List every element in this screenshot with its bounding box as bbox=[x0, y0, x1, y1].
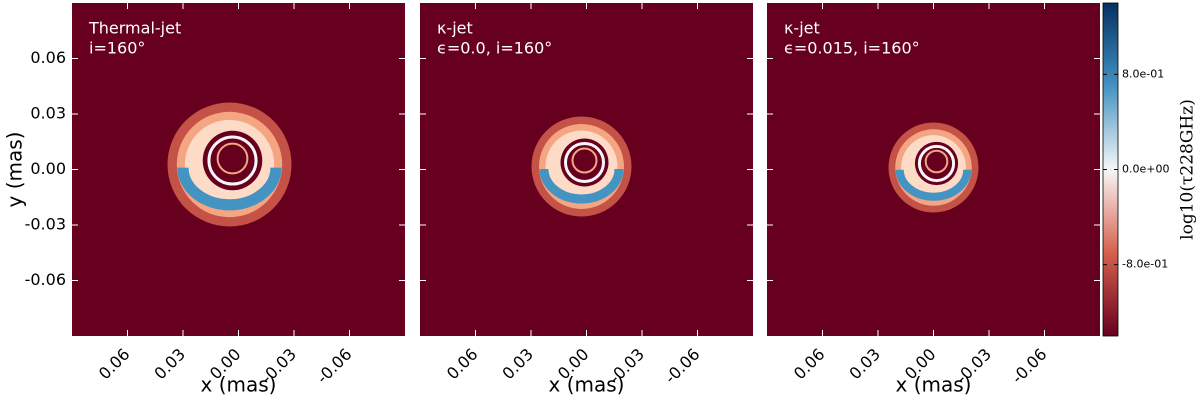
colorbar-tick-label: -8.0e-01 bbox=[1122, 258, 1168, 271]
emission-arc bbox=[177, 167, 282, 211]
emission-ring bbox=[917, 144, 956, 183]
x-axis-label: x (mas) bbox=[896, 373, 972, 397]
emission-ring bbox=[216, 142, 249, 175]
shadow bbox=[914, 141, 959, 186]
x-tick-label: 0.06 bbox=[95, 345, 134, 384]
y-tick-label: 0.06 bbox=[30, 48, 66, 67]
emission-ring bbox=[571, 147, 598, 174]
x-axis-label: x (mas) bbox=[201, 373, 277, 397]
x-tick-label: -0.06 bbox=[661, 345, 704, 388]
panel-title: ϵ=0.015, i=160° bbox=[784, 39, 920, 58]
emission-arc bbox=[539, 168, 624, 204]
x-tick-label: 0.03 bbox=[845, 345, 884, 384]
panel-title: κ-jet bbox=[784, 19, 820, 38]
shadow bbox=[560, 138, 609, 187]
emission-ring bbox=[924, 149, 949, 174]
panel-title: κ-jet bbox=[437, 19, 473, 38]
x-tick-label: -0.06 bbox=[313, 345, 356, 388]
panel-title: i=160° bbox=[89, 39, 145, 58]
panel-title: ϵ=0.0, i=160° bbox=[437, 39, 552, 58]
y-tick-label: -0.03 bbox=[25, 215, 66, 234]
x-tick-label: 0.03 bbox=[150, 345, 189, 384]
y-tick-label: -0.06 bbox=[25, 270, 66, 289]
emission-arc bbox=[895, 169, 972, 201]
y-axis-label: y (mas) bbox=[3, 132, 27, 208]
y-tick-label: 0.00 bbox=[30, 159, 66, 178]
colorbar-label: log10(τ228GHz) bbox=[1178, 99, 1198, 240]
panel-title: Thermal-jet bbox=[88, 19, 181, 38]
x-tick-label: 0.03 bbox=[498, 345, 537, 384]
shadow bbox=[202, 130, 263, 191]
colorbar-tick-label: 8.0e-01 bbox=[1122, 67, 1164, 80]
x-tick-label: 0.06 bbox=[443, 345, 482, 384]
x-tick-label: 0.06 bbox=[790, 345, 829, 384]
x-tick-label: -0.06 bbox=[1008, 345, 1051, 388]
emission-ring bbox=[207, 135, 258, 186]
emission-ring bbox=[564, 142, 605, 183]
colorbar-tick-label: 0.0e+00 bbox=[1122, 163, 1169, 176]
x-axis-label: x (mas) bbox=[549, 373, 625, 397]
y-tick-label: 0.03 bbox=[30, 104, 66, 123]
